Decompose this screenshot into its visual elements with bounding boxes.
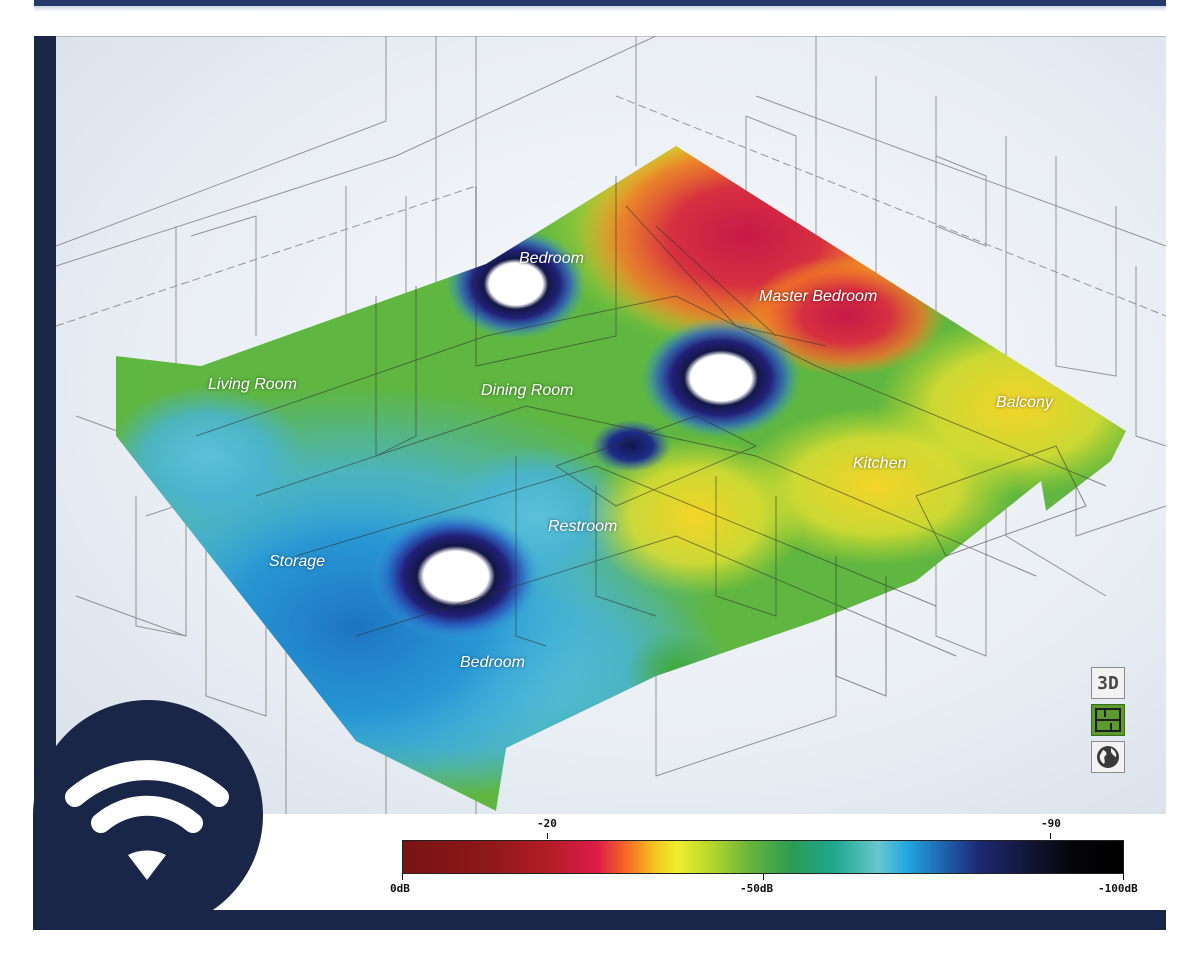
bottom-frame-bar [150,910,1166,930]
room-label-storage: Storage [269,553,326,570]
room-label-bedroom-upper: Bedroom [519,250,584,267]
top-frame-bar [34,0,1166,6]
legend-top-tick--90: -90 [1041,817,1061,830]
room-label-dining-room: Dining Room [481,382,574,399]
legend-top-tick--20: -20 [537,817,557,830]
legend-bottom-tick-mark [763,874,764,880]
wifi-badge [33,700,263,930]
legend-bottom-tick--100db: -100dB [1098,882,1138,895]
room-label-restroom: Restroom [548,518,618,535]
heatmap-floor-svg [56,36,1166,814]
room-label-master-bedroom: Master Bedroom [759,288,878,305]
wifi-icon [33,700,263,930]
floor-plan-icon [1095,708,1121,732]
top-frame-gradient [34,6,1166,12]
room-label-balcony: Balcony [996,394,1053,411]
legend-bottom-tick-0db: 0dB [390,882,410,895]
legend-bottom-tick-mark [1123,874,1124,880]
legend-bottom-tick-mark [402,874,403,880]
room-label-kitchen: Kitchen [853,455,907,472]
legend-top-tick-mark [547,833,548,839]
globe-view-button[interactable] [1091,741,1125,773]
legend-bottom-tick--50db: -50dB [740,882,774,895]
signal-strength-color-scale [402,840,1124,874]
room-label-living-room: Living Room [208,376,297,393]
legend-top-tick-mark [1050,833,1051,839]
room-label-bedroom-lower: Bedroom [460,654,525,671]
floor-plan-view-button[interactable] [1091,704,1125,736]
view-3d-button[interactable]: 3D [1091,667,1125,699]
globe-icon [1097,746,1119,768]
heatmap-3d-viewport[interactable]: Bedroom Master Bedroom Living Room Dinin… [56,36,1166,814]
left-frame-bar [34,36,56,856]
